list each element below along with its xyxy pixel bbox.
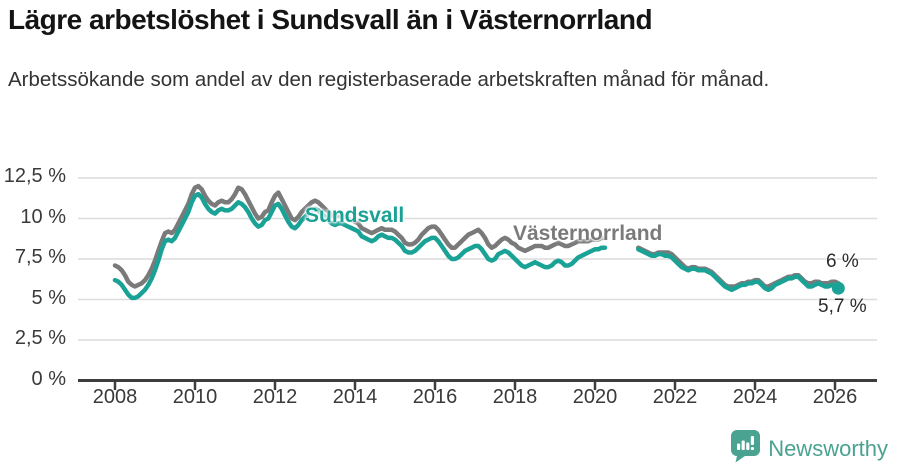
x-axis-tick-label: 2018 — [492, 386, 538, 408]
y-axis-tick-label: 12,5 % — [3, 165, 66, 187]
y-axis-tick-label: 5 % — [31, 286, 66, 309]
x-axis-tick-label: 2026 — [812, 386, 858, 408]
x-axis-tick-label: 2024 — [732, 386, 778, 408]
x-axis-tick-label: 2020 — [572, 386, 618, 408]
series-line-västernorrland — [112, 183, 608, 289]
y-axis-tick-label: 7,5 % — [14, 246, 66, 268]
series-label-vasternorrland: Västernorrland — [513, 222, 663, 245]
x-axis-tick-label: 2012 — [252, 386, 298, 408]
y-axis-tick-label: 10 % — [20, 205, 66, 228]
x-axis-tick-label: 2022 — [652, 386, 698, 408]
x-axis-tick-label: 2016 — [412, 386, 458, 408]
speech-bubble-shape — [731, 430, 761, 463]
x-axis-tick-label: 2008 — [92, 386, 138, 408]
series-label-sundsvall: Sundsvall — [305, 204, 405, 227]
x-axis-tick-label: 2014 — [332, 386, 378, 408]
x-axis-tick-label: 2010 — [172, 386, 218, 408]
series-line-sundsvall — [112, 191, 608, 301]
series-line-sundsvall — [636, 247, 841, 293]
newsworthy-brand-name: Newsworthy — [768, 436, 888, 461]
chart-subtitle: Arbetssökande som andel av den registerb… — [8, 68, 770, 91]
end-value-label-vasternorrland: 6 % — [826, 251, 859, 272]
y-axis-tick-label: 0 % — [31, 367, 66, 390]
chart-title: Lägre arbetslöshet i Sundsvall än i Väst… — [8, 4, 653, 35]
end-point-dot-sundsvall — [831, 281, 845, 295]
end-value-label-sundsvall: 5,7 % — [818, 296, 867, 317]
newsworthy-logo[interactable]: Newsworthy — [730, 430, 888, 468]
mini-bar-chart-glyph — [737, 436, 755, 450]
y-axis-tick-label: 2,5 % — [14, 327, 66, 349]
series-line-västernorrland — [636, 245, 841, 289]
newsworthy-logo-icon — [730, 430, 761, 468]
